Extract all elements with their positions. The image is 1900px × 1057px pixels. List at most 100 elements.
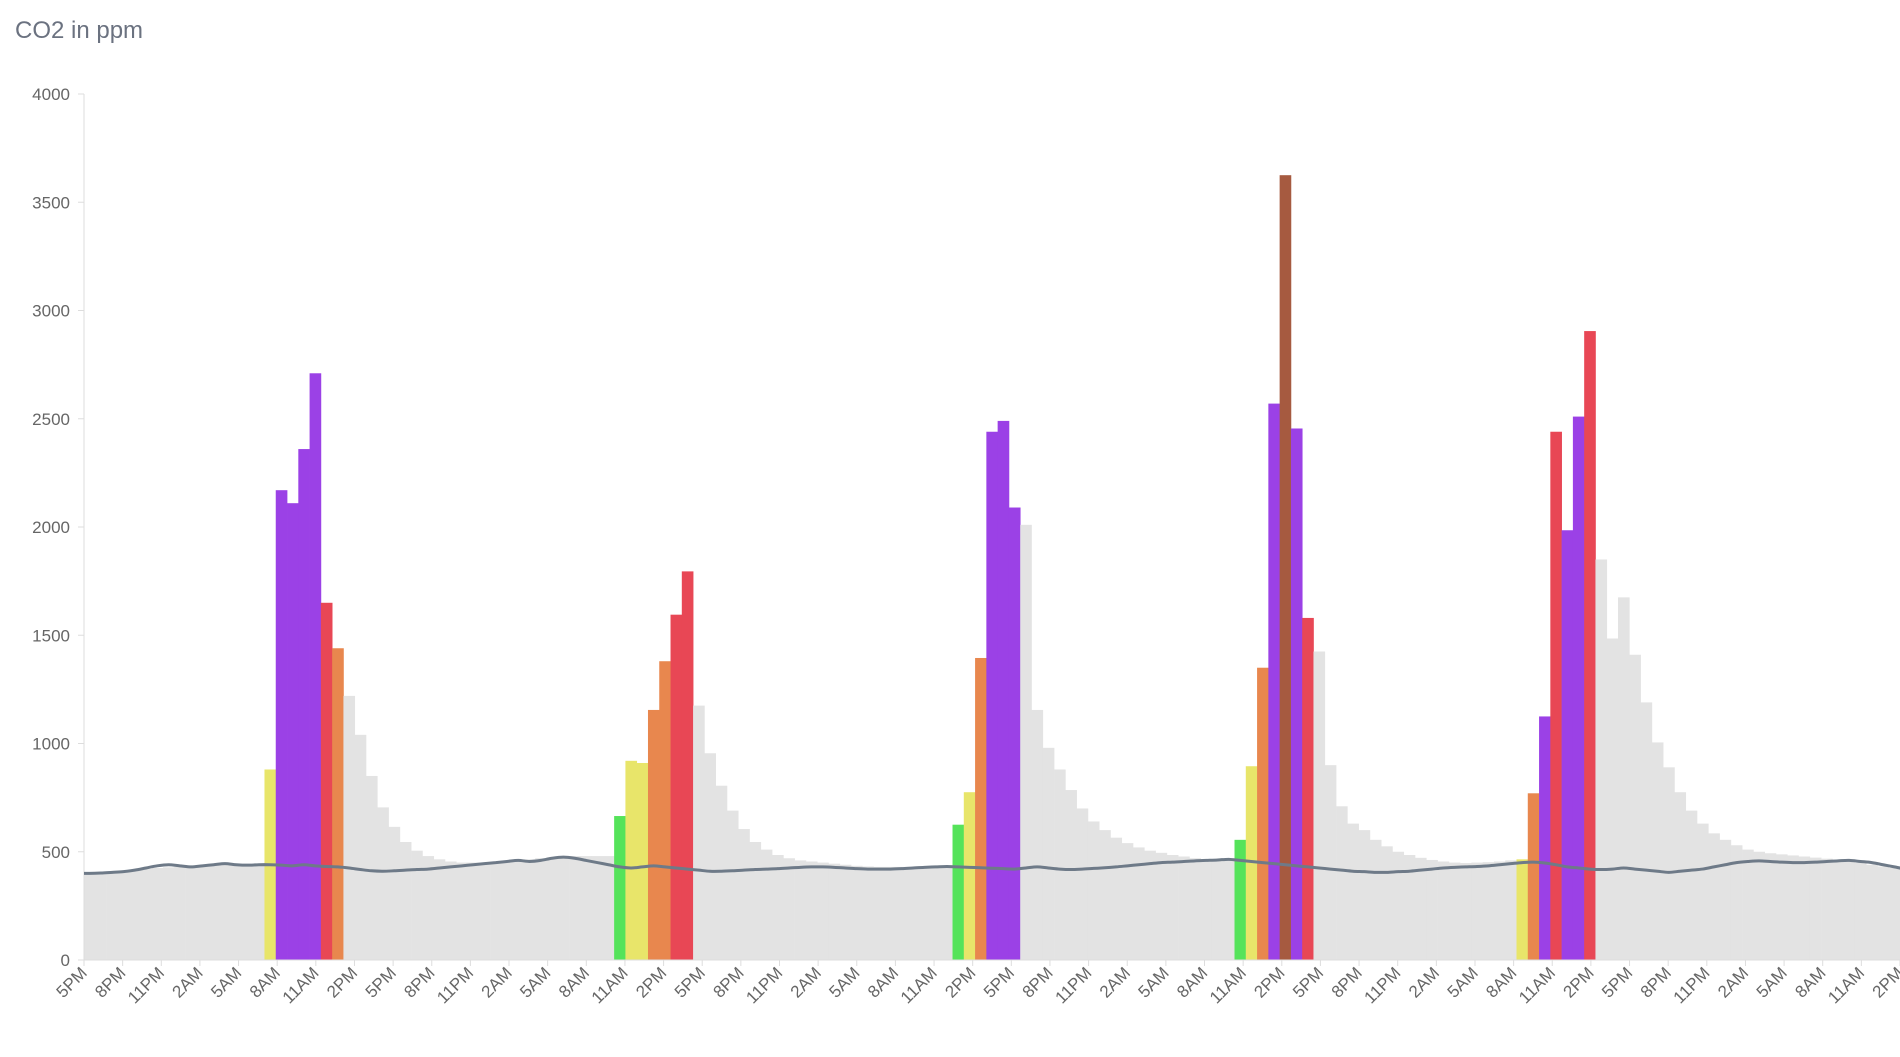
x-tick-label: 8AM <box>1791 963 1829 1001</box>
bar <box>1640 702 1653 960</box>
x-tick-label: 5PM <box>1289 963 1327 1001</box>
bar <box>535 858 547 960</box>
x-tick-label: 5PM <box>671 963 709 1001</box>
bar <box>647 709 660 960</box>
bar <box>444 861 457 960</box>
y-tick-label: 1500 <box>32 626 70 645</box>
bar <box>377 807 389 960</box>
bar <box>839 864 852 960</box>
x-tick-label: 8AM <box>864 963 902 1001</box>
bar <box>501 861 513 960</box>
x-tick-label: 8AM <box>246 963 284 1001</box>
y-tick-label: 3000 <box>32 302 70 321</box>
bar <box>1054 769 1066 960</box>
bar <box>478 862 491 960</box>
bar <box>1223 860 1235 960</box>
bar <box>1302 617 1314 960</box>
x-tick-label: 11PM <box>124 963 168 1007</box>
bar <box>952 824 965 960</box>
bar <box>1426 859 1438 960</box>
bar <box>614 816 626 960</box>
x-tick-label: 5AM <box>1444 963 1482 1001</box>
bar <box>287 503 299 960</box>
x-tick-label: 5PM <box>1598 963 1636 1001</box>
bar <box>828 863 841 960</box>
bar <box>1877 866 1890 960</box>
bar <box>1200 859 1213 960</box>
x-tick-label: 11PM <box>742 963 786 1007</box>
x-tick-label: 5PM <box>53 963 91 1001</box>
bar <box>1629 654 1641 960</box>
x-tick-label: 2PM <box>323 963 361 1001</box>
bar <box>1403 855 1416 960</box>
bar <box>1606 638 1619 960</box>
bar <box>1854 863 1867 960</box>
bar <box>1674 792 1687 960</box>
x-tick-label: 2AM <box>1714 963 1752 1001</box>
x-tick-label: 8PM <box>710 963 748 1001</box>
bar <box>975 657 987 960</box>
x-tick-label: 2PM <box>632 963 670 1001</box>
bar <box>1595 559 1608 960</box>
x-tick-label: 2AM <box>1096 963 1134 1001</box>
bar <box>162 867 175 960</box>
bar <box>1110 837 1123 960</box>
bar <box>1764 853 1777 960</box>
x-tick-label: 8PM <box>1328 963 1366 1001</box>
bar <box>129 870 141 960</box>
bar <box>817 862 829 960</box>
bar <box>659 661 671 960</box>
bar <box>354 734 367 960</box>
x-tick-label: 8PM <box>1637 963 1675 1001</box>
bar <box>1561 530 1574 960</box>
bar <box>986 431 998 960</box>
bar <box>772 855 784 960</box>
bar <box>388 826 401 960</box>
bar <box>1685 810 1698 960</box>
y-tick-label: 1000 <box>32 735 70 754</box>
bar <box>320 602 333 960</box>
bar <box>1843 861 1856 960</box>
bar <box>1753 851 1765 960</box>
bar <box>196 865 209 960</box>
bar <box>106 871 119 960</box>
x-tick-label: 8PM <box>91 963 129 1001</box>
bar <box>1809 857 1822 960</box>
x-tick-label: 11PM <box>1051 963 1095 1007</box>
x-tick-label: 8AM <box>1173 963 1211 1001</box>
trend-line <box>83 855 1900 875</box>
bar <box>884 866 897 960</box>
y-tick-label: 3500 <box>32 193 70 212</box>
bar <box>1550 431 1562 960</box>
chart-title: CO2 in ppm <box>15 17 144 44</box>
bar <box>1132 847 1145 960</box>
bar <box>1888 867 1900 960</box>
x-tick-label: 11PM <box>1670 963 1714 1007</box>
bar <box>1347 823 1359 960</box>
bar <box>873 866 886 960</box>
bar <box>332 648 344 960</box>
bar <box>569 856 581 960</box>
bar <box>309 373 322 960</box>
bar <box>1584 331 1596 960</box>
x-tick-label: 2AM <box>1405 963 1443 1001</box>
bar <box>1257 667 1269 960</box>
bar <box>1719 839 1732 960</box>
bar <box>1211 860 1224 960</box>
x-tick-label: 5AM <box>207 963 245 1001</box>
bar <box>907 866 920 960</box>
x-tick-label: 5PM <box>362 963 400 1001</box>
x-tick-label: 11AM <box>1515 963 1559 1007</box>
x-tick-label: 2PM <box>941 963 979 1001</box>
bar <box>1065 790 1077 960</box>
bar <box>456 862 468 960</box>
bar <box>151 867 164 960</box>
bar <box>1008 507 1021 960</box>
bar <box>783 858 795 960</box>
bar <box>1696 823 1709 960</box>
x-tick-label: 2AM <box>787 963 825 1001</box>
x-tick-label: 5AM <box>825 963 863 1001</box>
x-tick-label: 11AM <box>1206 963 1250 1007</box>
x-tick-label: 8AM <box>555 963 593 1001</box>
